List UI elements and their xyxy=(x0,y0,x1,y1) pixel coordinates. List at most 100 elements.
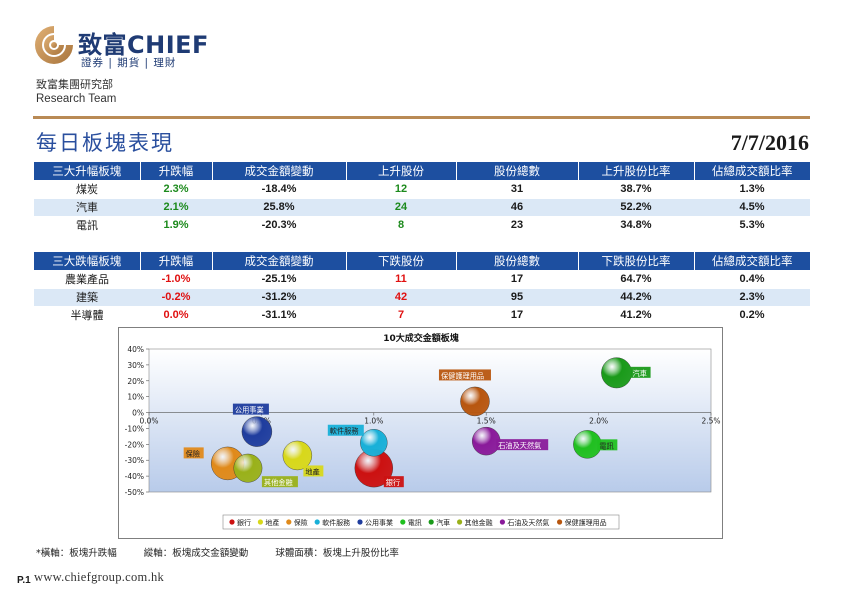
column-header: 佔總成交額比率 xyxy=(693,252,810,270)
y-tick-label: -50% xyxy=(125,488,144,497)
total-count-cell: 46 xyxy=(456,197,578,216)
y-tick-label: 30% xyxy=(127,361,144,370)
bubble-label: 其他金融 xyxy=(264,478,293,487)
sector-name: 農業產品 xyxy=(34,269,140,288)
y-tick-label: -20% xyxy=(125,440,144,449)
falling-ratio-cell: 44.2% xyxy=(578,287,694,306)
y-tick-label: -40% xyxy=(125,472,144,481)
sector-name: 半導體 xyxy=(34,305,140,324)
turnover-change-cell: -18.4% xyxy=(212,179,346,198)
column-header: 三大升幅板塊 xyxy=(34,162,140,180)
bubble-9 xyxy=(460,386,490,417)
chart-title: 10大成交金額板塊 xyxy=(383,332,459,344)
website-link[interactable]: www.chiefgroup.com.hk xyxy=(34,570,165,584)
y-tick-label: 10% xyxy=(127,393,144,402)
bubble-label-bg xyxy=(303,465,324,477)
table-row: 半導體 0.0% -31.1% 7 17 41.2% 0.2% xyxy=(34,305,810,324)
bubble-5 xyxy=(573,430,602,459)
bubble-label: 保健護理用品 xyxy=(441,371,484,380)
table-row: 電訊 1.9% -20.3% 8 23 34.8% 5.3% xyxy=(34,215,810,234)
total-count-cell: 17 xyxy=(456,269,578,288)
footnote-y-axis: 縱軸：板塊成交金額變動 xyxy=(143,548,249,559)
brand-name: 致富CHIEF xyxy=(78,31,209,59)
bubble-1 xyxy=(282,440,313,471)
column-header: 股份總數 xyxy=(455,162,578,180)
turnover-share-cell: 5.3% xyxy=(694,215,810,234)
footnote-x-axis: *橫軸：板塊升跌幅 xyxy=(36,548,117,559)
company-logo: 致富CHIEF 證券 | 期貨 | 理財 xyxy=(33,24,243,72)
table-row: 建築 -0.2% -31.2% 42 95 44.2% 2.3% xyxy=(34,287,810,306)
bubble-7 xyxy=(233,453,263,483)
x-tick-label: 0.0% xyxy=(139,417,158,426)
change-cell: -1.0% xyxy=(140,269,212,288)
legend-marker xyxy=(229,519,235,525)
legend-entry: 地產 xyxy=(265,518,279,527)
change-cell: 1.9% xyxy=(140,215,212,234)
sector-name: 汽車 xyxy=(34,197,140,216)
page-number: P.1 xyxy=(17,575,31,586)
table-header-row: 三大升幅板塊 升跌幅 成交金額變動 上升股份 股份總數 上升股份比率 佔總成交額… xyxy=(34,162,810,180)
turnover-share-cell: 0.4% xyxy=(694,269,810,288)
bubble-label: 軟件服務 xyxy=(330,427,360,436)
department-zh: 致富集團研究部 xyxy=(36,78,113,91)
turnover-share-cell: 0.2% xyxy=(694,305,810,324)
turnover-share-cell: 1.3% xyxy=(694,179,810,198)
table-header-row: 三大跌幅板塊 升跌幅 成交金額變動 下跌股份 股份總數 下跌股份比率 佔總成交額… xyxy=(34,252,810,270)
total-count-cell: 31 xyxy=(456,179,578,198)
table-row: 農業產品 -1.0% -25.1% 11 17 64.7% 0.4% xyxy=(34,269,810,288)
rising-count-cell: 8 xyxy=(346,215,456,234)
x-tick-label: 2.0% xyxy=(589,417,608,426)
legend-entry: 石油及天然氣 xyxy=(507,518,549,527)
falling-ratio-cell: 41.2% xyxy=(578,305,694,324)
bubble-6 xyxy=(601,357,632,389)
column-header: 佔總成交額比率 xyxy=(693,162,810,180)
column-header: 升跌幅 xyxy=(139,252,212,270)
rising-count-cell: 12 xyxy=(346,179,456,198)
legend-marker xyxy=(286,519,292,525)
chart-canvas: 10大成交金額板塊 40% 30% 20% 10% 0% -10% -20% -30% -40% -… xyxy=(125,332,721,530)
top-gainers-table: 三大升幅板塊 升跌幅 成交金額變動 上升股份 股份總數 上升股份比率 佔總成交額… xyxy=(34,162,810,234)
bubble-label-bg xyxy=(232,403,269,415)
turnover-share-cell: 4.5% xyxy=(694,197,810,216)
legend-entry: 保健護理用品 xyxy=(565,518,607,527)
x-tick-label: 2.5% xyxy=(701,417,720,426)
brand-tagline: 證券 | 期貨 | 理財 xyxy=(81,57,177,69)
rising-ratio-cell: 52.2% xyxy=(578,197,694,216)
bubble-label: 公用事業 xyxy=(235,406,264,415)
turnover-change-cell: -25.1% xyxy=(212,269,346,288)
column-header: 升跌幅 xyxy=(139,162,212,180)
rising-ratio-cell: 38.7% xyxy=(578,179,694,198)
footnote-bubble: 球體面積：板塊上升股份比率 xyxy=(275,548,399,559)
department-en: Research Team xyxy=(36,93,117,105)
bubble-label-bg xyxy=(438,369,491,381)
bubble-label-bg xyxy=(261,476,298,488)
column-header: 三大跌幅板塊 xyxy=(34,252,140,270)
turnover-share-cell: 2.3% xyxy=(694,287,810,306)
header-divider xyxy=(33,116,810,119)
falling-ratio-cell: 64.7% xyxy=(578,269,694,288)
report-date: 7/7/2016 xyxy=(730,130,809,155)
bubble-label: 電訊 xyxy=(599,441,613,450)
legend-entry: 公用事業 xyxy=(365,518,393,527)
sector-name: 建築 xyxy=(34,287,140,306)
rising-count-cell: 24 xyxy=(346,197,456,216)
table-row: 汽車 2.1% 25.8% 24 46 52.2% 4.5% xyxy=(34,197,810,216)
y-tick-label: 40% xyxy=(127,345,144,354)
chart-legend xyxy=(222,514,620,530)
bubble-label-bg xyxy=(383,476,404,488)
legend-entry: 軟件服務 xyxy=(322,518,350,527)
bubble-4 xyxy=(241,416,273,447)
change-cell: 2.1% xyxy=(140,197,212,216)
sector-name: 煤炭 xyxy=(34,179,140,198)
top-losers-table: 三大跌幅板塊 升跌幅 成交金額變動 下跌股份 股份總數 下跌股份比率 佔總成交額… xyxy=(34,252,810,324)
rising-ratio-cell: 34.8% xyxy=(578,215,694,234)
column-header: 下跌股份 xyxy=(345,252,456,270)
y-tick-label: 0% xyxy=(132,409,144,418)
y-tick-label: -10% xyxy=(125,424,144,433)
page-title: 每日板塊表現 xyxy=(36,131,174,155)
bubble-label: 汽車 xyxy=(633,369,647,378)
table-row: 煤炭 2.3% -18.4% 12 31 38.7% 1.3% xyxy=(34,179,810,198)
bubble-label-bg xyxy=(496,439,549,451)
sector-bubble-chart: 10大成交金額板塊 40% 30% 20% 10% 0% -10% -20% -30% -40% -… xyxy=(118,327,723,539)
total-count-cell: 17 xyxy=(456,305,578,324)
